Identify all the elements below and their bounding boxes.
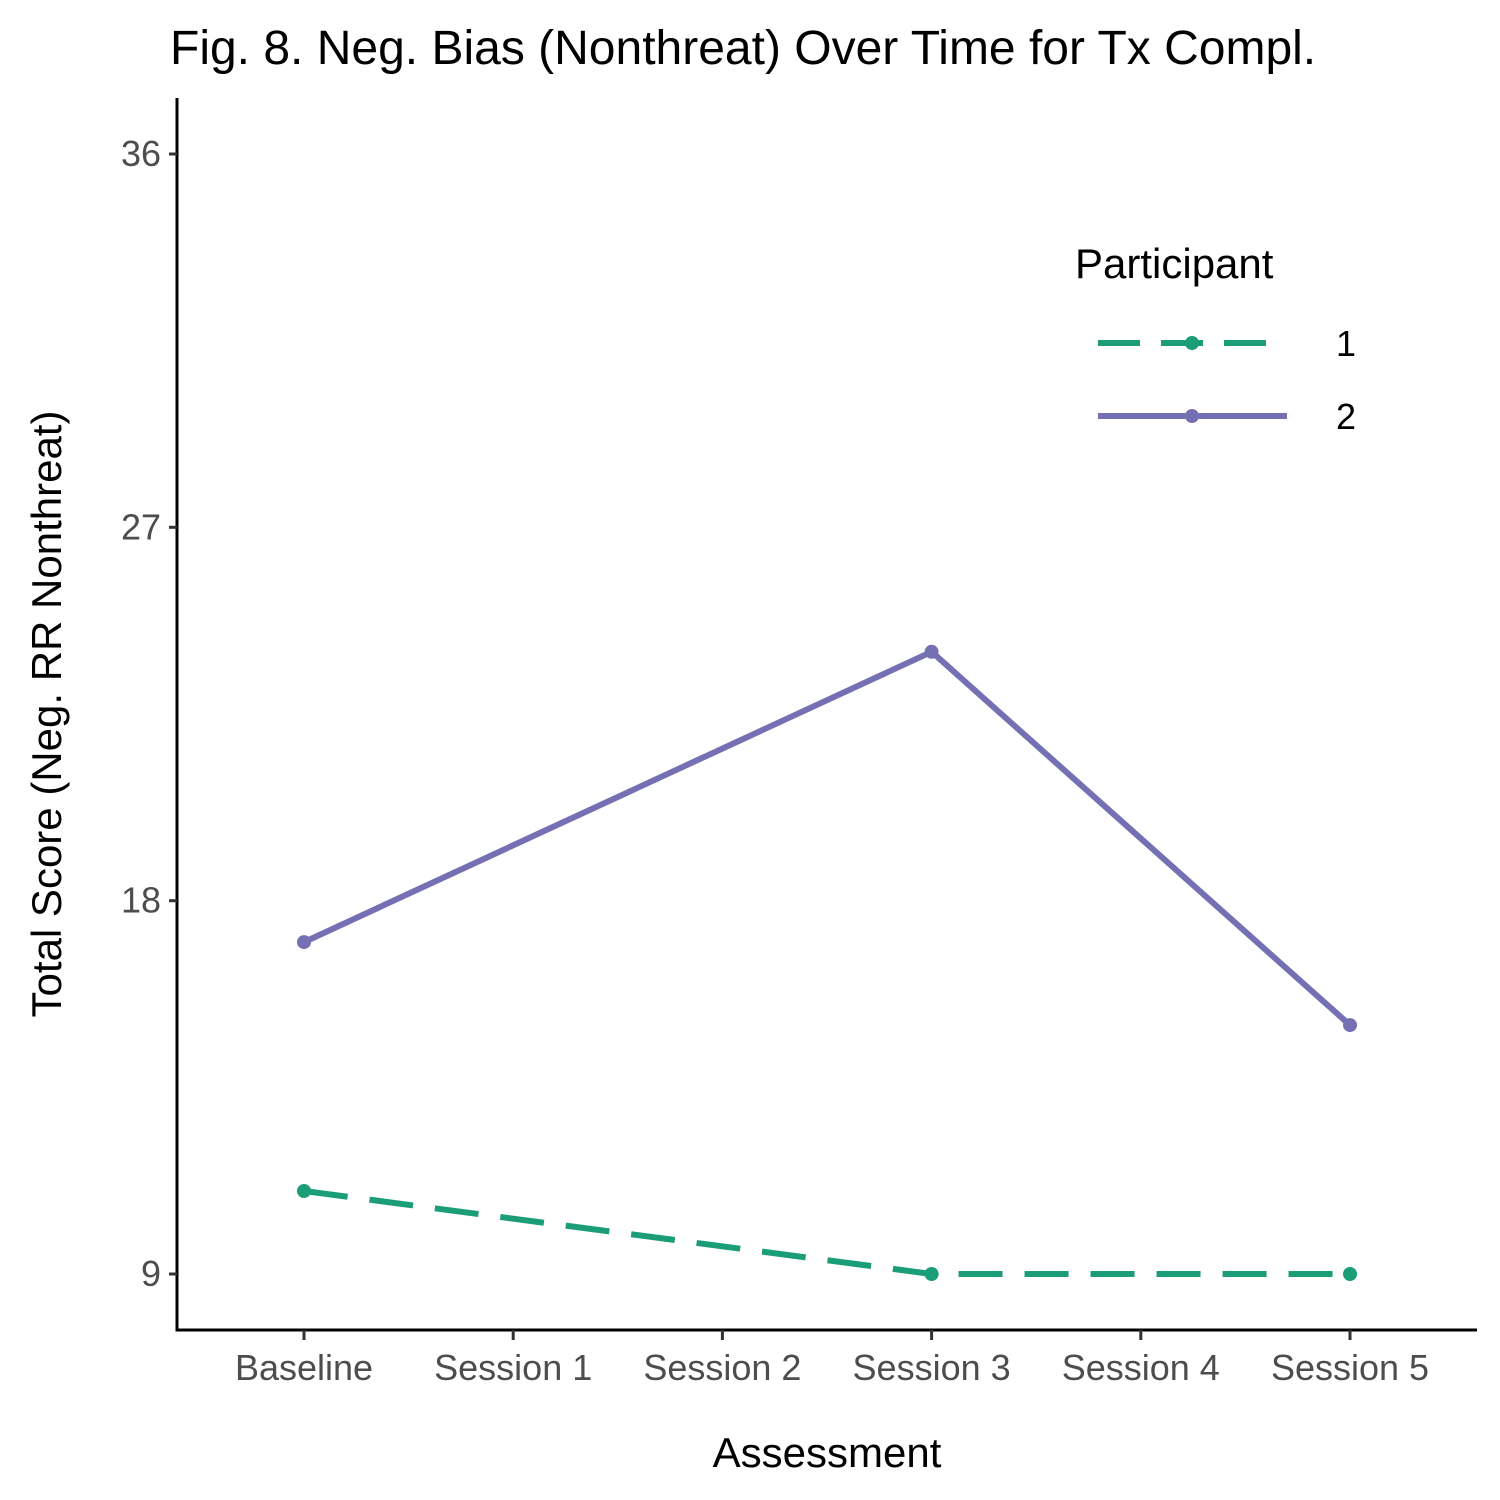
y-axis-ticks: 9 18 27 36 bbox=[121, 133, 177, 1294]
series-line-2 bbox=[302, 648, 1352, 1028]
y-tick-label: 27 bbox=[121, 506, 161, 547]
legend-key-point bbox=[1185, 409, 1199, 423]
x-tick-label: Session 2 bbox=[643, 1347, 801, 1388]
x-tick-label: Session 3 bbox=[853, 1347, 1011, 1388]
y-axis-title: Total Score (Neg. RR Nonthreat) bbox=[23, 411, 70, 1018]
series-line-1 bbox=[303, 1188, 1350, 1277]
x-tick-label: Session 1 bbox=[434, 1347, 592, 1388]
legend: Participant 12 bbox=[1075, 240, 1356, 437]
x-axis-title: Assessment bbox=[713, 1429, 942, 1476]
x-axis-ticks: Baseline Session 1 Session 2 Session 3 Sessi… bbox=[235, 1330, 1429, 1388]
data-point-series-2-session-3 bbox=[924, 644, 939, 659]
data-point-series-2-baseline bbox=[297, 935, 311, 950]
data-point-series-1-baseline bbox=[297, 1184, 311, 1198]
legend-items: 12 bbox=[1098, 323, 1356, 437]
legend-item-1: 1 bbox=[1098, 323, 1356, 364]
chart-title: Fig. 8. Neg. Bias (Nonthreat) Over Time … bbox=[170, 22, 1316, 75]
legend-label: 2 bbox=[1336, 396, 1356, 437]
y-tick-label: 9 bbox=[141, 1253, 161, 1294]
legend-label: 1 bbox=[1336, 323, 1356, 364]
data-point-series-2-session-5 bbox=[1343, 1018, 1357, 1033]
legend-title: Participant bbox=[1075, 240, 1274, 287]
y-tick-label: 36 bbox=[121, 133, 161, 174]
x-tick-label: Session 5 bbox=[1271, 1347, 1429, 1388]
x-tick-label: Baseline bbox=[235, 1347, 373, 1388]
series-layer bbox=[297, 644, 1357, 1281]
y-tick-label: 18 bbox=[121, 880, 161, 921]
data-point-series-1-session-3 bbox=[924, 1267, 939, 1281]
data-point-series-1-session-5 bbox=[1343, 1267, 1357, 1281]
legend-item-2: 2 bbox=[1098, 396, 1356, 437]
x-tick-label: Session 4 bbox=[1062, 1347, 1220, 1388]
legend-key-point bbox=[1185, 336, 1199, 350]
